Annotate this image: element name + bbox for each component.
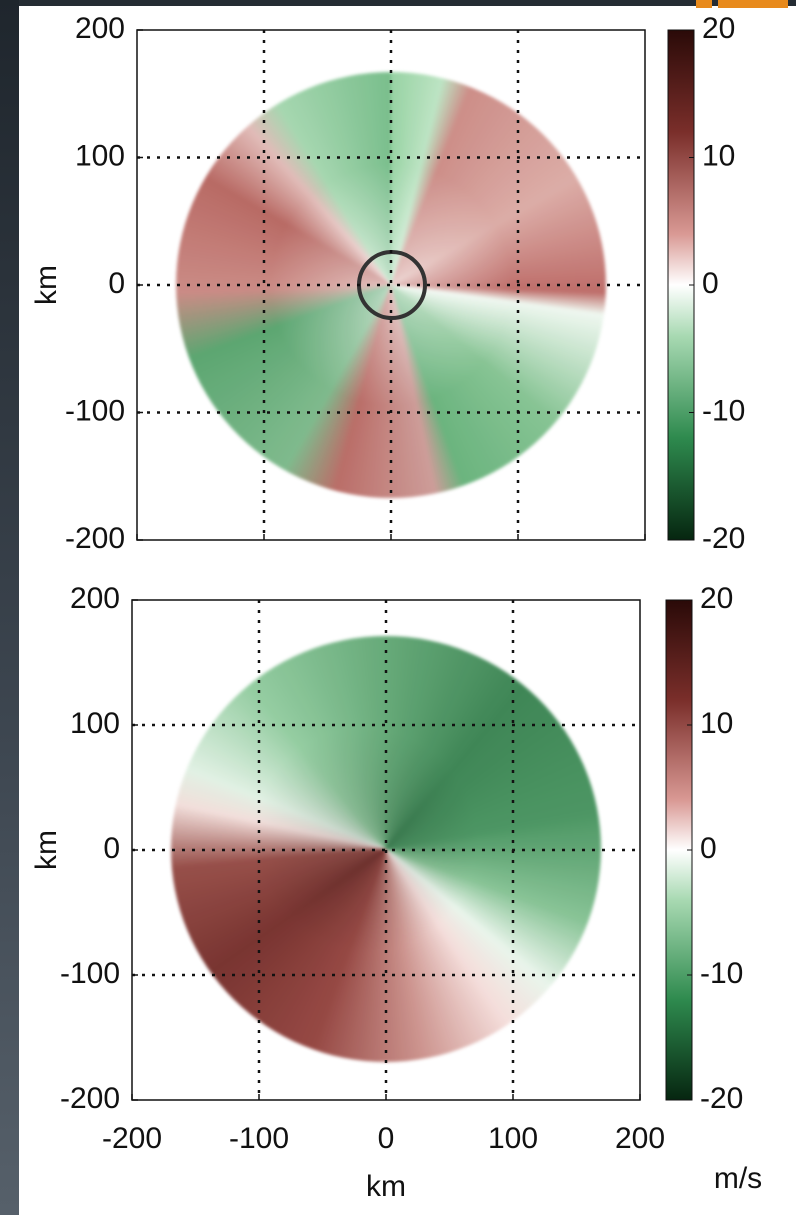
colorbar-tick-label: -20: [702, 522, 745, 555]
plot-frame: [136, 29, 646, 541]
colorbar-tick-label: -10: [702, 394, 745, 427]
y-tick-label: 0: [103, 832, 120, 865]
colorbar-tick-label: 20: [702, 12, 735, 45]
y-tick-label: -100: [65, 394, 125, 427]
x-tick-label: -200: [102, 1122, 162, 1155]
colorbar-tick-label: 20: [700, 582, 733, 615]
tab-accent: [718, 0, 788, 8]
y-tick-label: -100: [60, 957, 120, 990]
y-tick-label: 200: [75, 12, 125, 45]
x-axis-label: km: [366, 1170, 406, 1203]
x-tick-label: 200: [615, 1122, 665, 1155]
window-edge: [0, 0, 19, 1215]
y-axis-label: km: [30, 265, 63, 305]
colorbar-tick-label: 10: [702, 139, 735, 172]
colorbar-tick-label: 0: [702, 267, 719, 300]
colorbar-tick-label: 0: [700, 832, 717, 865]
x-tick-label: 100: [488, 1122, 538, 1155]
colorbar-tick-label: 10: [700, 707, 733, 740]
y-tick-label: 100: [70, 707, 120, 740]
colorbar-label: m/s: [714, 1162, 762, 1195]
plot-frame: [131, 599, 641, 1101]
y-tick-label: -200: [65, 522, 125, 555]
tab-accent: [696, 0, 712, 8]
window-top: [19, 0, 796, 6]
y-axis-label: km: [30, 830, 63, 870]
y-tick-label: 200: [70, 582, 120, 615]
x-tick-label: -100: [229, 1122, 289, 1155]
y-tick-label: 0: [108, 267, 125, 300]
x-tick-label: 0: [378, 1122, 395, 1155]
colorbar-tick-label: -20: [700, 1082, 743, 1115]
y-tick-label: -200: [60, 1082, 120, 1115]
y-tick-label: 100: [75, 139, 125, 172]
colorbar-tick-label: -10: [700, 957, 743, 990]
